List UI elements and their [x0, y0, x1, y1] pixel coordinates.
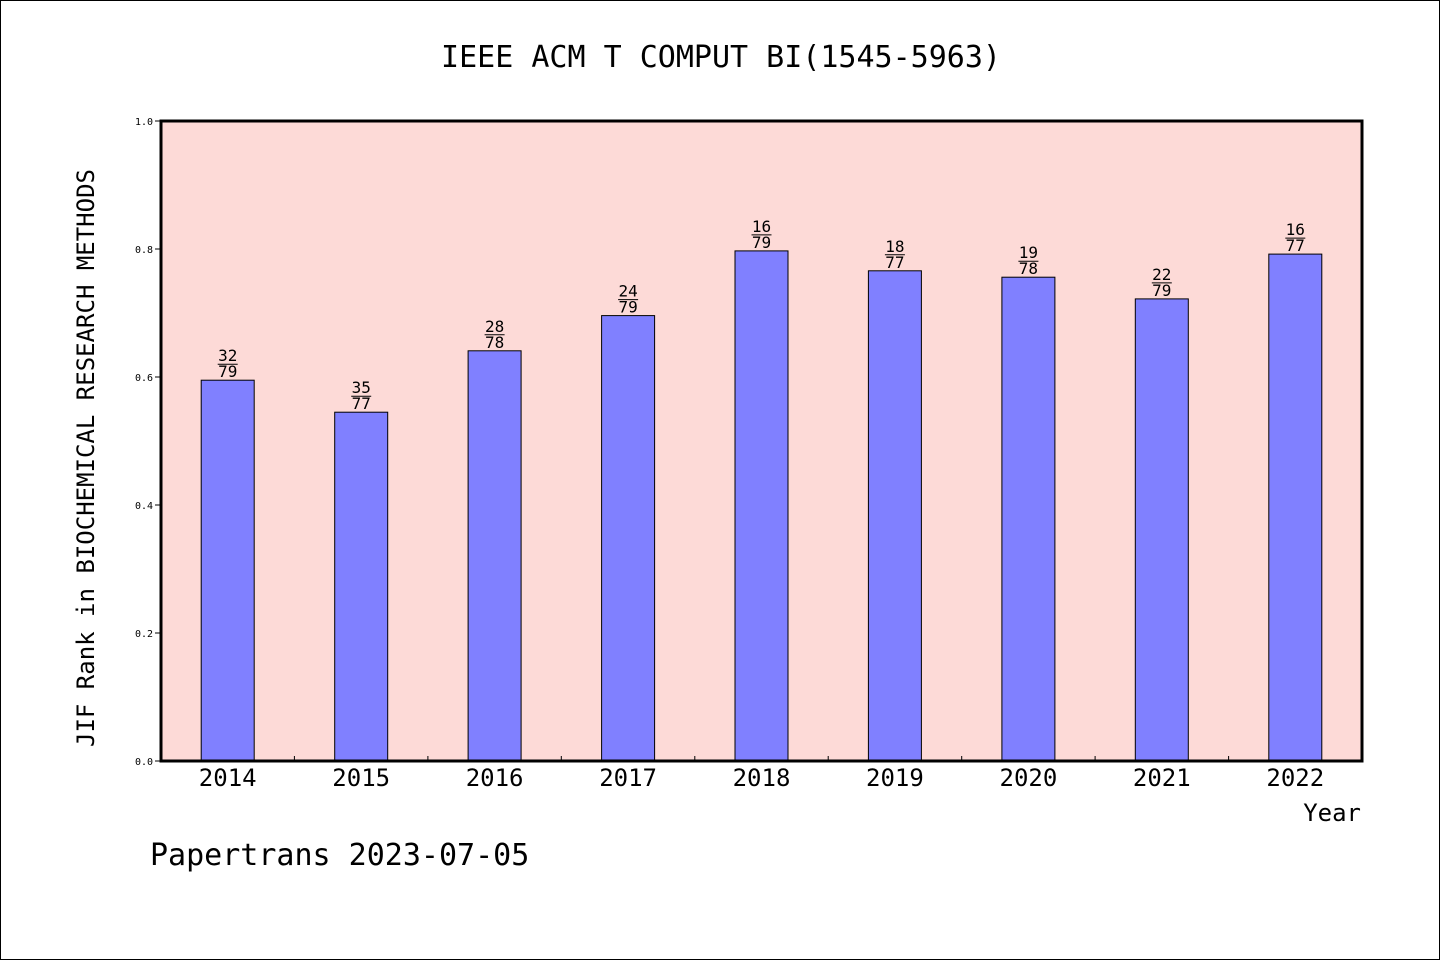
footer-text: Papertrans 2023-07-05: [150, 838, 529, 873]
x-tick-label-2016: 2016: [466, 764, 524, 792]
bar-2018: [734, 250, 789, 762]
y-tick-label: 0.2: [135, 629, 153, 640]
y-tick-label: 0.6: [135, 373, 153, 384]
bar-label-total-2020: 78: [1019, 259, 1038, 278]
chart-title: IEEE ACM T COMPUT BI(1545-5963): [441, 40, 1001, 75]
x-tick-label-2014: 2014: [199, 764, 257, 792]
bar-2016: [467, 350, 522, 762]
plot-frame: [159, 119, 1364, 763]
bar-label-rank-2019: 18: [885, 237, 904, 256]
y-tick-label: 0.4: [135, 501, 153, 512]
bar-2017: [601, 315, 656, 762]
x-tick-label-2022: 2022: [1266, 764, 1324, 792]
bar-label-rank-2016: 28: [485, 317, 504, 336]
y-tick-label: 1.0: [135, 117, 153, 128]
x-tick-label-2018: 2018: [733, 764, 791, 792]
x-tick-label-2021: 2021: [1133, 764, 1191, 792]
bar-label-rank-2020: 19: [1019, 243, 1038, 262]
bar-label-total-2014: 79: [218, 362, 237, 381]
bar-2020: [1001, 276, 1056, 762]
bar-2015: [334, 411, 389, 762]
bar-label-rank-2015: 35: [352, 378, 371, 397]
bar-label-total-2015: 77: [352, 394, 371, 413]
bar-2022: [1268, 253, 1323, 762]
x-axis-title: Year: [1303, 799, 1361, 827]
x-tick-label-2015: 2015: [332, 764, 390, 792]
bar-label-total-2022: 77: [1286, 236, 1305, 255]
bar-label-total-2017: 79: [618, 298, 637, 317]
x-tick-label-2019: 2019: [866, 764, 924, 792]
y-axis-title: JIF Rank in BIOCHEMICAL RESEARCH METHODS: [72, 169, 100, 747]
bar-label-rank-2018: 16: [752, 217, 771, 236]
y-tick-label: 0.8: [135, 245, 153, 256]
bar-2019: [867, 270, 922, 762]
bar-2014: [200, 379, 255, 762]
bar-label-rank-2021: 22: [1152, 265, 1171, 284]
bar-label-total-2021: 79: [1152, 281, 1171, 300]
y-tick-label: 0.0: [135, 757, 153, 768]
bar-label-rank-2017: 24: [618, 282, 637, 301]
x-tick-label-2020: 2020: [1000, 764, 1058, 792]
ticks-layer: 2014 2015 2016 2017 2018 2019 2020 2021 2022 0.0 0…: [135, 117, 1324, 792]
bar-label-rank-2022: 16: [1286, 220, 1305, 239]
bar-label-total-2019: 77: [885, 253, 904, 272]
bars-layer: [200, 250, 1323, 762]
bar-2021: [1134, 298, 1189, 762]
bar-label-total-2018: 79: [752, 233, 771, 252]
x-tick-label-2017: 2017: [599, 764, 657, 792]
bar-label-total-2016: 78: [485, 333, 504, 352]
bar-label-rank-2014: 32: [218, 346, 237, 365]
